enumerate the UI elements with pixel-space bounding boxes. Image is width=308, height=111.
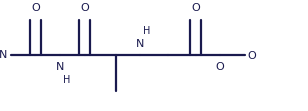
Text: N: N [56,62,64,72]
Text: H$_2$N: H$_2$N [0,49,8,62]
Text: O: O [80,3,89,13]
Text: O: O [247,51,256,60]
Text: H: H [143,26,151,36]
Text: N: N [136,39,144,49]
Text: H: H [63,75,71,85]
Text: O: O [31,3,40,13]
Text: O: O [216,62,225,72]
Text: O: O [191,3,200,13]
